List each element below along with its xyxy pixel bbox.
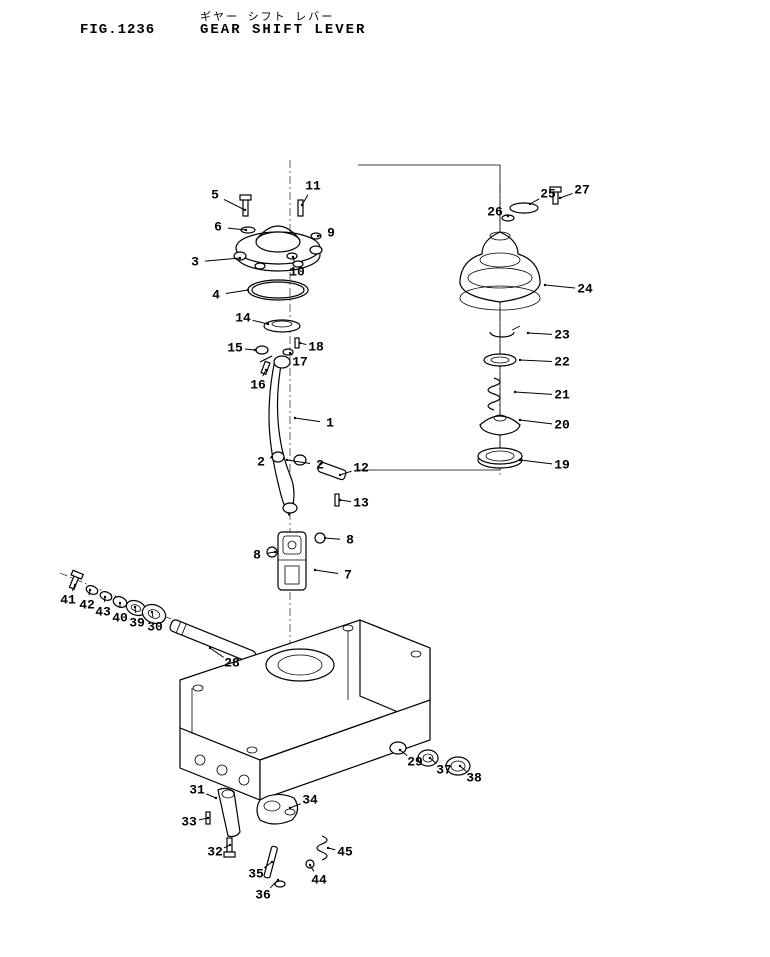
callout-11: 11 [305,179,321,194]
part-boot-24 [460,232,540,310]
part-snapring-23 [490,326,520,337]
callout-14: 14 [235,311,251,326]
callout-21: 21 [554,388,570,403]
callout-35: 35 [248,867,264,882]
callout-7: 7 [344,568,352,583]
leader-27 [560,193,573,198]
leader-25 [530,199,539,204]
part-bush-15 [256,346,268,354]
callout-22: 22 [554,355,570,370]
part-shifter-34 [257,794,298,824]
callout-12: 12 [353,461,369,476]
callout-42: 42 [79,598,95,613]
part-bush-2-right [294,455,306,465]
part-screw-16 [261,361,270,374]
part-setscrew-11 [298,200,303,216]
part-block-7 [278,532,306,590]
leader-1 [295,418,320,422]
callout-5: 5 [211,188,219,203]
part-spring-45 [317,836,327,860]
callout-38: 38 [466,771,482,786]
callout-39: 39 [129,616,145,631]
leader-13 [340,500,351,502]
part-collar-22 [484,354,516,366]
callout-45: 45 [337,845,353,860]
callout-31: 31 [189,783,205,798]
callout-9: 9 [327,226,335,241]
callout-30: 30 [147,620,163,635]
part-pin-13 [335,494,339,506]
callout-3: 3 [191,255,199,270]
part-bush-2-left [272,452,284,462]
leader-21 [515,392,552,394]
callout-27: 27 [574,183,590,198]
leader-14 [253,320,268,324]
callout-13: 13 [353,496,369,511]
callout-29: 29 [407,755,423,770]
part-rod-35 [264,846,278,878]
callout-20: 20 [554,418,570,433]
part-shaft-28 [169,619,257,664]
leader-23 [528,333,552,334]
callout-16: 16 [250,378,266,393]
callout-40: 40 [112,611,128,626]
subassembly-bracket [358,165,500,470]
part-retainer-19 [478,448,522,468]
leader-24 [545,285,575,288]
callout-6: 6 [214,220,222,235]
part-lever-1 [269,356,297,515]
leader-22 [520,360,552,362]
part-oring-4 [248,280,308,300]
callout-8: 8 [253,548,261,563]
part-bolt-41 [67,570,84,590]
callout-2: 2 [257,455,265,470]
part-arm-31 [218,788,240,836]
leader-31 [206,794,216,798]
leader-19 [520,460,552,464]
callout-41: 41 [60,593,76,608]
part-washer-43 [99,590,113,602]
callout-36: 36 [255,888,271,903]
leader-7 [315,570,338,574]
callout-43: 43 [95,605,111,620]
callout-19: 19 [554,458,570,473]
leader-15 [245,349,255,350]
part-seat-20 [480,415,520,435]
exploded-diagram [0,0,770,957]
callout-8: 8 [346,533,354,548]
callout-25: 25 [540,187,556,202]
leader-8 [325,538,340,539]
callout-23: 23 [554,328,570,343]
part-nut-10 [287,253,297,259]
page: FIG.1236 ギヤー シフト レバー GEAR SHIFT LEVER [0,0,770,957]
callout-17: 17 [292,355,308,370]
callout-24: 24 [577,282,593,297]
callout-34: 34 [302,793,318,808]
part-washer-42 [85,584,99,596]
callout-2: 2 [316,458,324,473]
callout-28: 28 [224,656,240,671]
callout-26: 26 [487,205,503,220]
part-bolt-5 [240,195,251,216]
callout-44: 44 [311,873,327,888]
callout-1: 1 [326,416,334,431]
leader-4 [226,290,248,293]
callout-18: 18 [308,340,324,355]
part-cap-14 [264,320,300,332]
callout-33: 33 [181,815,197,830]
leader-20 [520,420,552,424]
part-pin-18 [295,338,299,348]
callout-4: 4 [212,288,220,303]
callout-10: 10 [289,265,305,280]
part-plate-25 [510,203,538,213]
callout-37: 37 [436,763,452,778]
leader-3 [205,258,240,261]
part-seal-29 [390,742,406,754]
part-ball-8-right [315,533,325,543]
part-spring-21 [488,378,500,410]
leader-5 [224,199,245,210]
callout-15: 15 [227,341,243,356]
callout-32: 32 [207,845,223,860]
